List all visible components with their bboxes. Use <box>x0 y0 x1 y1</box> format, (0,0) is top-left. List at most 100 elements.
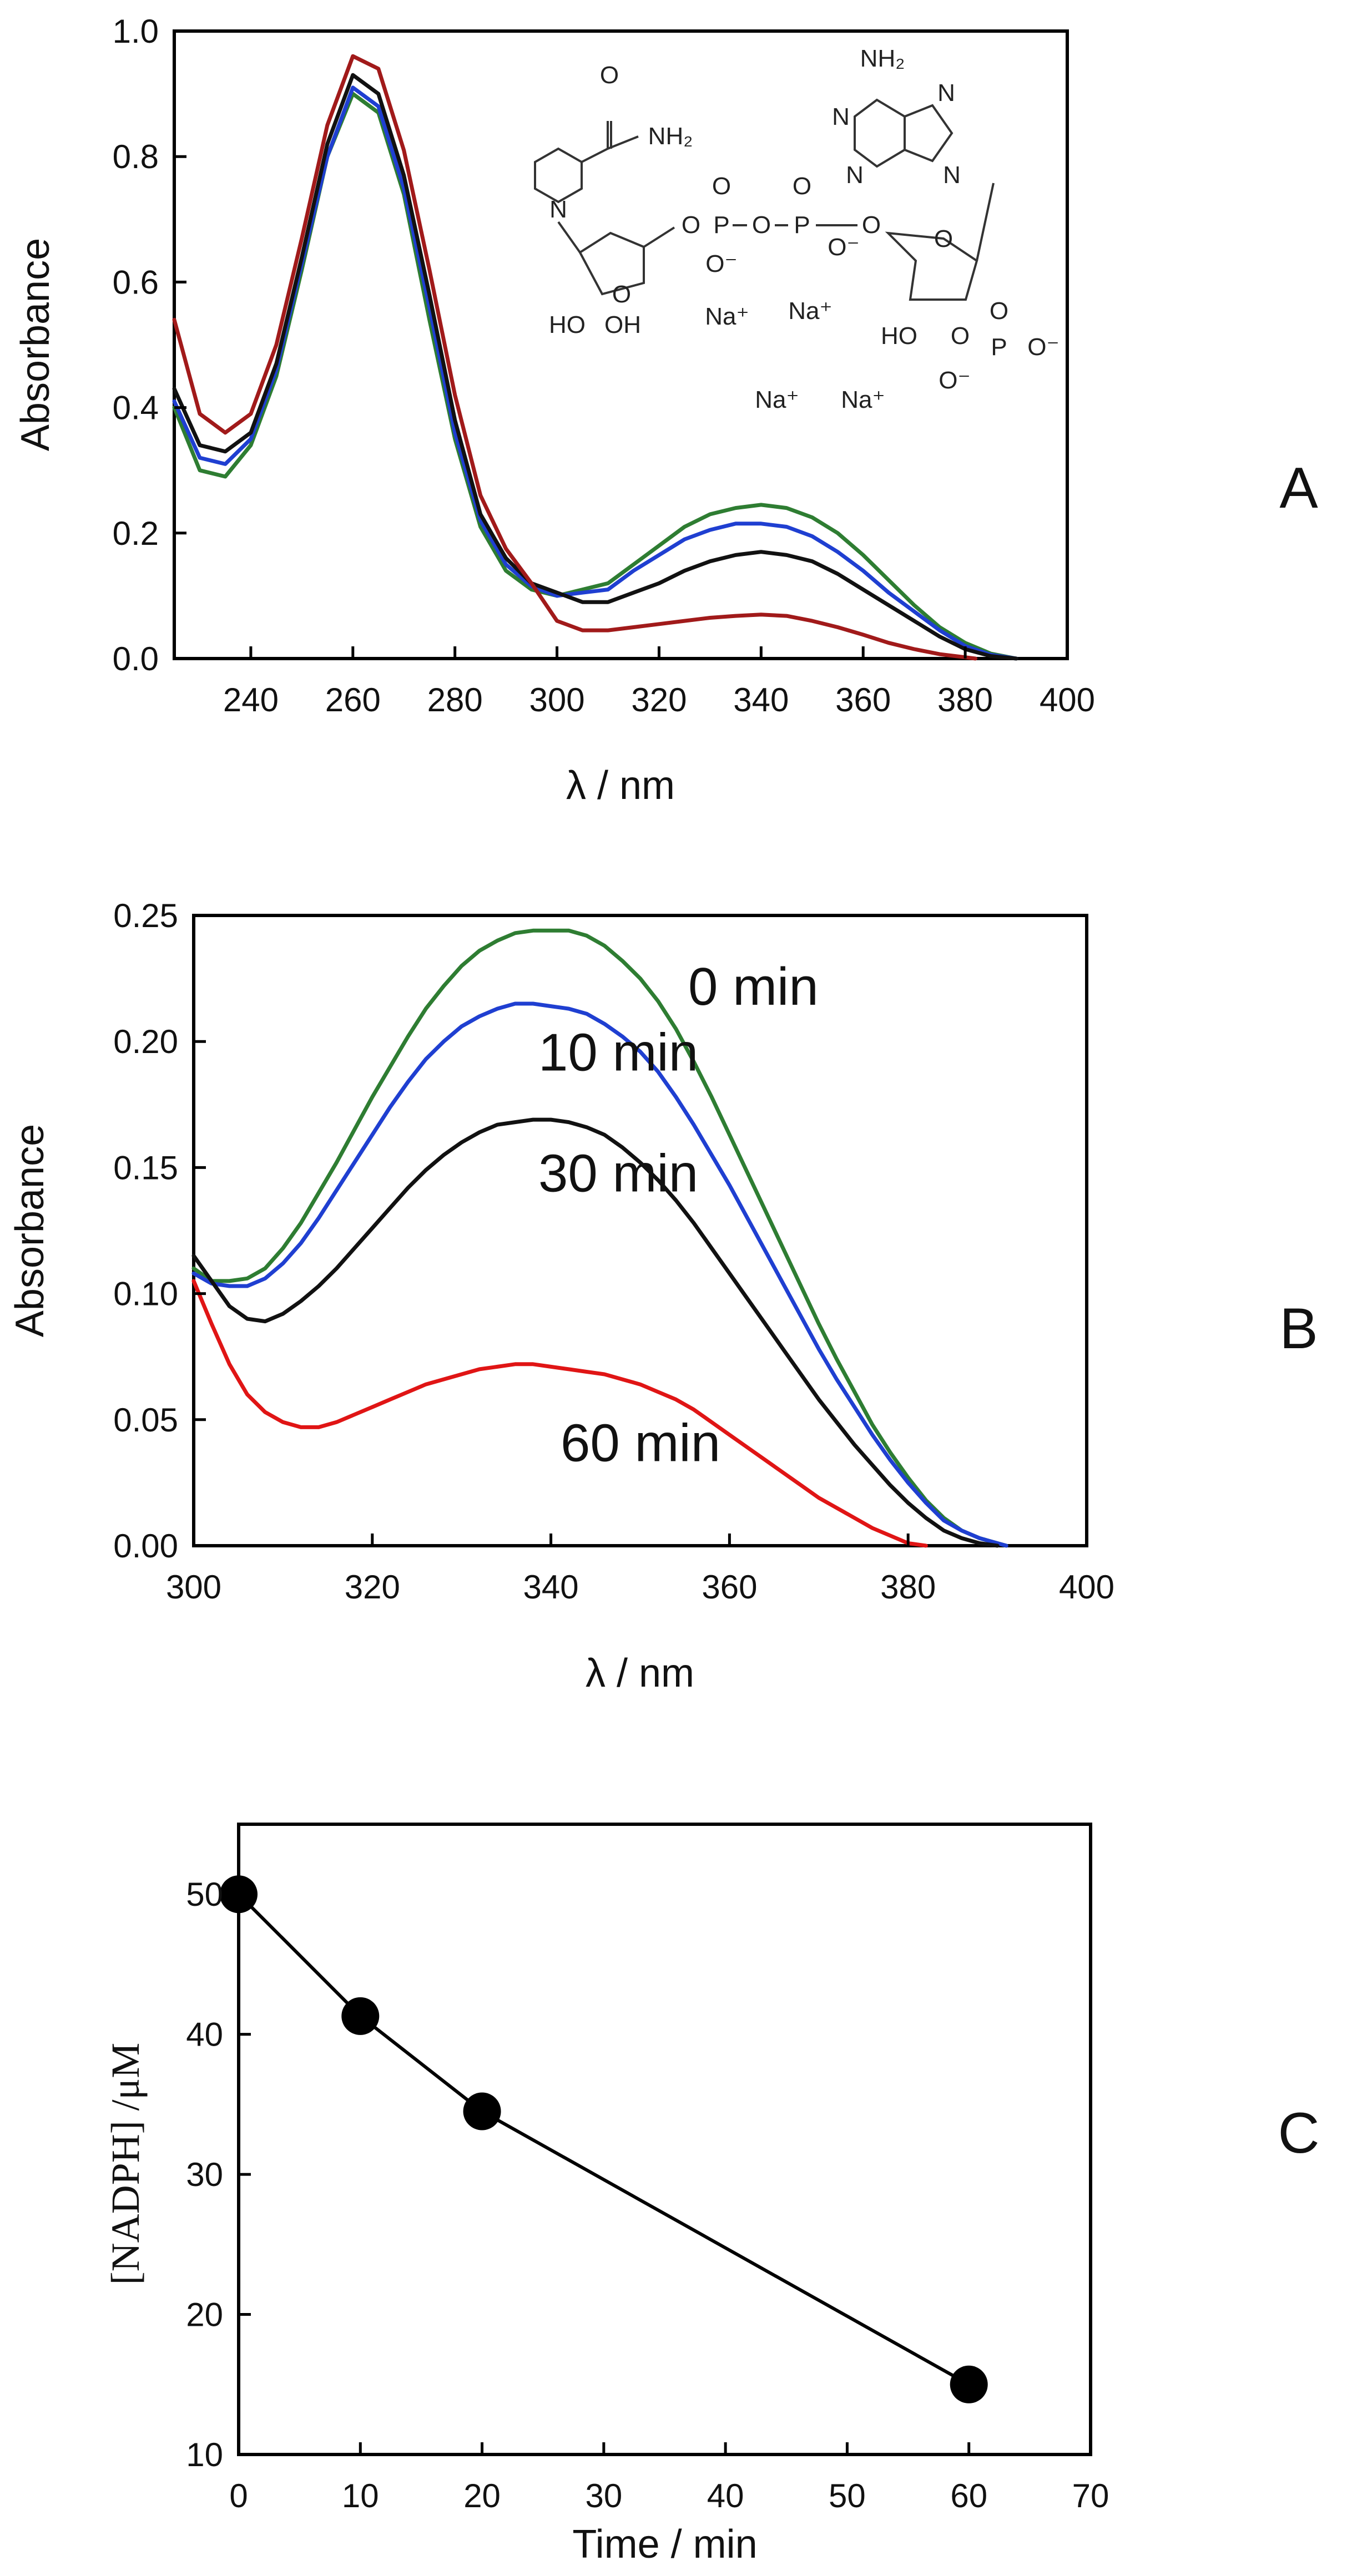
panel-a-y-axis-label: Absorbance <box>13 238 58 451</box>
panel-a-y-tick-label: 0.0 <box>113 640 159 677</box>
svg-text:N: N <box>832 103 850 130</box>
panel-b-x-tick-label: 380 <box>880 1568 936 1606</box>
panel-c-y-ticks: 10 20 30 40 50 <box>186 1876 251 2473</box>
svg-text:O: O <box>752 211 771 239</box>
svg-text:Na⁺: Na⁺ <box>841 386 885 413</box>
panel-c-y-tick-label: 40 <box>186 2016 223 2053</box>
panel-b-y-tick-label: 0.20 <box>113 1023 178 1060</box>
svg-text:O⁻: O⁻ <box>828 234 859 261</box>
svg-text:O: O <box>600 62 619 89</box>
svg-text:O: O <box>951 322 970 350</box>
panel-c-series-group <box>220 1875 988 2403</box>
panel-b-y-tick-label: 0.25 <box>113 897 178 934</box>
panel-b-y-tick-label: 0.05 <box>113 1401 178 1439</box>
panel-c-y-tick-label: 20 <box>186 2296 223 2334</box>
panel-a-letter: A <box>1279 456 1318 520</box>
panel-c-x-tick-label: 30 <box>585 2477 622 2514</box>
panel-a-x-tick-label: 360 <box>835 681 891 718</box>
panel-a-series-line <box>172 73 1018 661</box>
panel-b-x-ticks: 300 320 340 360 380 400 <box>166 1534 1114 1606</box>
svg-text:HO: HO <box>881 322 917 350</box>
panel-c-letter: C <box>1278 2101 1319 2165</box>
panel-a-x-axis-label: λ / nm <box>566 763 675 808</box>
panel-a-series-line <box>172 92 1018 661</box>
panel-b-series-line <box>191 928 1008 1548</box>
panel-b-x-axis-label: λ / nm <box>586 1651 694 1696</box>
svg-text:N: N <box>549 196 567 223</box>
panel-c-x-tick-label: 70 <box>1072 2477 1109 2514</box>
panel-b-series-group <box>191 928 1008 1548</box>
panel-c-x-tick-label: 10 <box>342 2477 379 2514</box>
panel-b-x-tick-label: 300 <box>166 1568 221 1606</box>
panel-b-series-label: 30 min <box>538 1143 698 1203</box>
panel-a-y-tick-label: 0.4 <box>113 389 159 427</box>
svg-text:HO: HO <box>549 311 586 338</box>
panel-b-series-line <box>191 1279 928 1548</box>
svg-text:P: P <box>794 211 810 239</box>
panel-b-plot-frame <box>192 914 1088 1547</box>
svg-text:O⁻: O⁻ <box>1027 333 1059 361</box>
panel-a-chart: 240 260 280 300 320 340 360 380 400 0.0 0.2 0.4 0.6… <box>13 13 1318 808</box>
svg-text:O: O <box>862 211 881 239</box>
svg-text:Na⁺: Na⁺ <box>705 303 749 330</box>
panel-a-x-tick-label: 340 <box>733 681 789 718</box>
panel-a-x-tick-label: 240 <box>223 681 279 718</box>
svg-text:N: N <box>846 161 864 189</box>
panel-a-x-ticks: 240 260 280 300 320 340 360 380 400 <box>223 646 1095 718</box>
svg-text:N: N <box>937 79 955 107</box>
panel-b-y-tick-label: 0.10 <box>113 1276 178 1313</box>
panel-a-y-tick-label: 1.0 <box>113 13 159 50</box>
svg-text:Na⁺: Na⁺ <box>755 386 799 413</box>
panel-b-x-tick-label: 360 <box>702 1568 757 1606</box>
panel-b-y-ticks: 0.00 0.05 0.10 0.15 0.20 0.25 <box>113 897 206 1565</box>
svg-text:O⁻: O⁻ <box>705 250 737 277</box>
nadph-structure-diagram: O NH₂ N O HO OH O P O O⁻ O P O O⁻ O O <box>534 45 1060 413</box>
panel-c-x-axis-label: Time / min <box>572 2522 757 2567</box>
panel-b-series-label: 10 min <box>538 1023 698 1082</box>
panel-b-y-axis-label: Absorbance <box>8 1124 52 1337</box>
svg-text:O: O <box>612 281 631 308</box>
svg-text:O: O <box>793 173 811 200</box>
panel-c-series-line <box>237 1892 971 2386</box>
svg-text:NH₂: NH₂ <box>648 123 693 150</box>
panel-c-x-tick-label: 50 <box>829 2477 866 2514</box>
panel-c-data-point <box>463 2092 501 2130</box>
panel-c-y-tick-label: 10 <box>186 2436 223 2473</box>
panel-a-x-tick-label: 280 <box>427 681 483 718</box>
panel-a-x-tick-label: 380 <box>937 681 993 718</box>
panel-a-y-tick-label: 0.6 <box>113 264 159 301</box>
svg-text:O: O <box>990 297 1008 325</box>
panel-b-x-tick-label: 340 <box>523 1568 579 1606</box>
panel-b-series-labels: 0 min 10 min 30 min 60 min <box>538 957 819 1472</box>
panel-c-x-tick-label: 0 <box>229 2477 248 2514</box>
svg-text:O: O <box>712 173 731 200</box>
panel-a-x-tick-label: 400 <box>1040 681 1095 718</box>
svg-text:Na⁺: Na⁺ <box>788 297 832 325</box>
panel-c-y-tick-label: 50 <box>186 1876 223 1913</box>
svg-text:OH: OH <box>604 311 641 338</box>
panel-b-series-label: 0 min <box>688 957 819 1016</box>
panel-b-letter: B <box>1279 1297 1318 1361</box>
panel-b-series-line <box>191 1117 1000 1548</box>
panel-b-x-tick-label: 400 <box>1059 1568 1114 1606</box>
panel-a-y-tick-label: 0.8 <box>113 138 159 175</box>
panel-a-x-tick-label: 320 <box>631 681 687 718</box>
panel-b-series-label: 60 min <box>561 1414 720 1473</box>
panel-a-series-line <box>172 85 1018 661</box>
panel-c-data-point <box>341 1997 380 2035</box>
panel-c-y-axis-label: [NADPH] /μM <box>103 2043 148 2285</box>
panel-c-x-tick-label: 40 <box>707 2477 744 2514</box>
panel-c-y-tick-label: 30 <box>186 2156 223 2193</box>
panel-b-y-tick-label: 0.15 <box>113 1149 178 1186</box>
panel-c-x-tick-label: 20 <box>463 2477 501 2514</box>
panel-b-series-line <box>191 1001 1008 1548</box>
panel-a-y-ticks: 0.0 0.2 0.4 0.6 0.8 1.0 <box>113 13 186 677</box>
panel-c-plot-frame <box>237 1823 1092 2456</box>
panel-a-x-tick-label: 260 <box>325 681 381 718</box>
panel-a-y-tick-label: 0.2 <box>113 515 159 552</box>
svg-text:N: N <box>943 161 961 189</box>
panel-b-y-tick-label: 0.00 <box>113 1527 178 1565</box>
svg-text:NH₂: NH₂ <box>860 45 905 72</box>
